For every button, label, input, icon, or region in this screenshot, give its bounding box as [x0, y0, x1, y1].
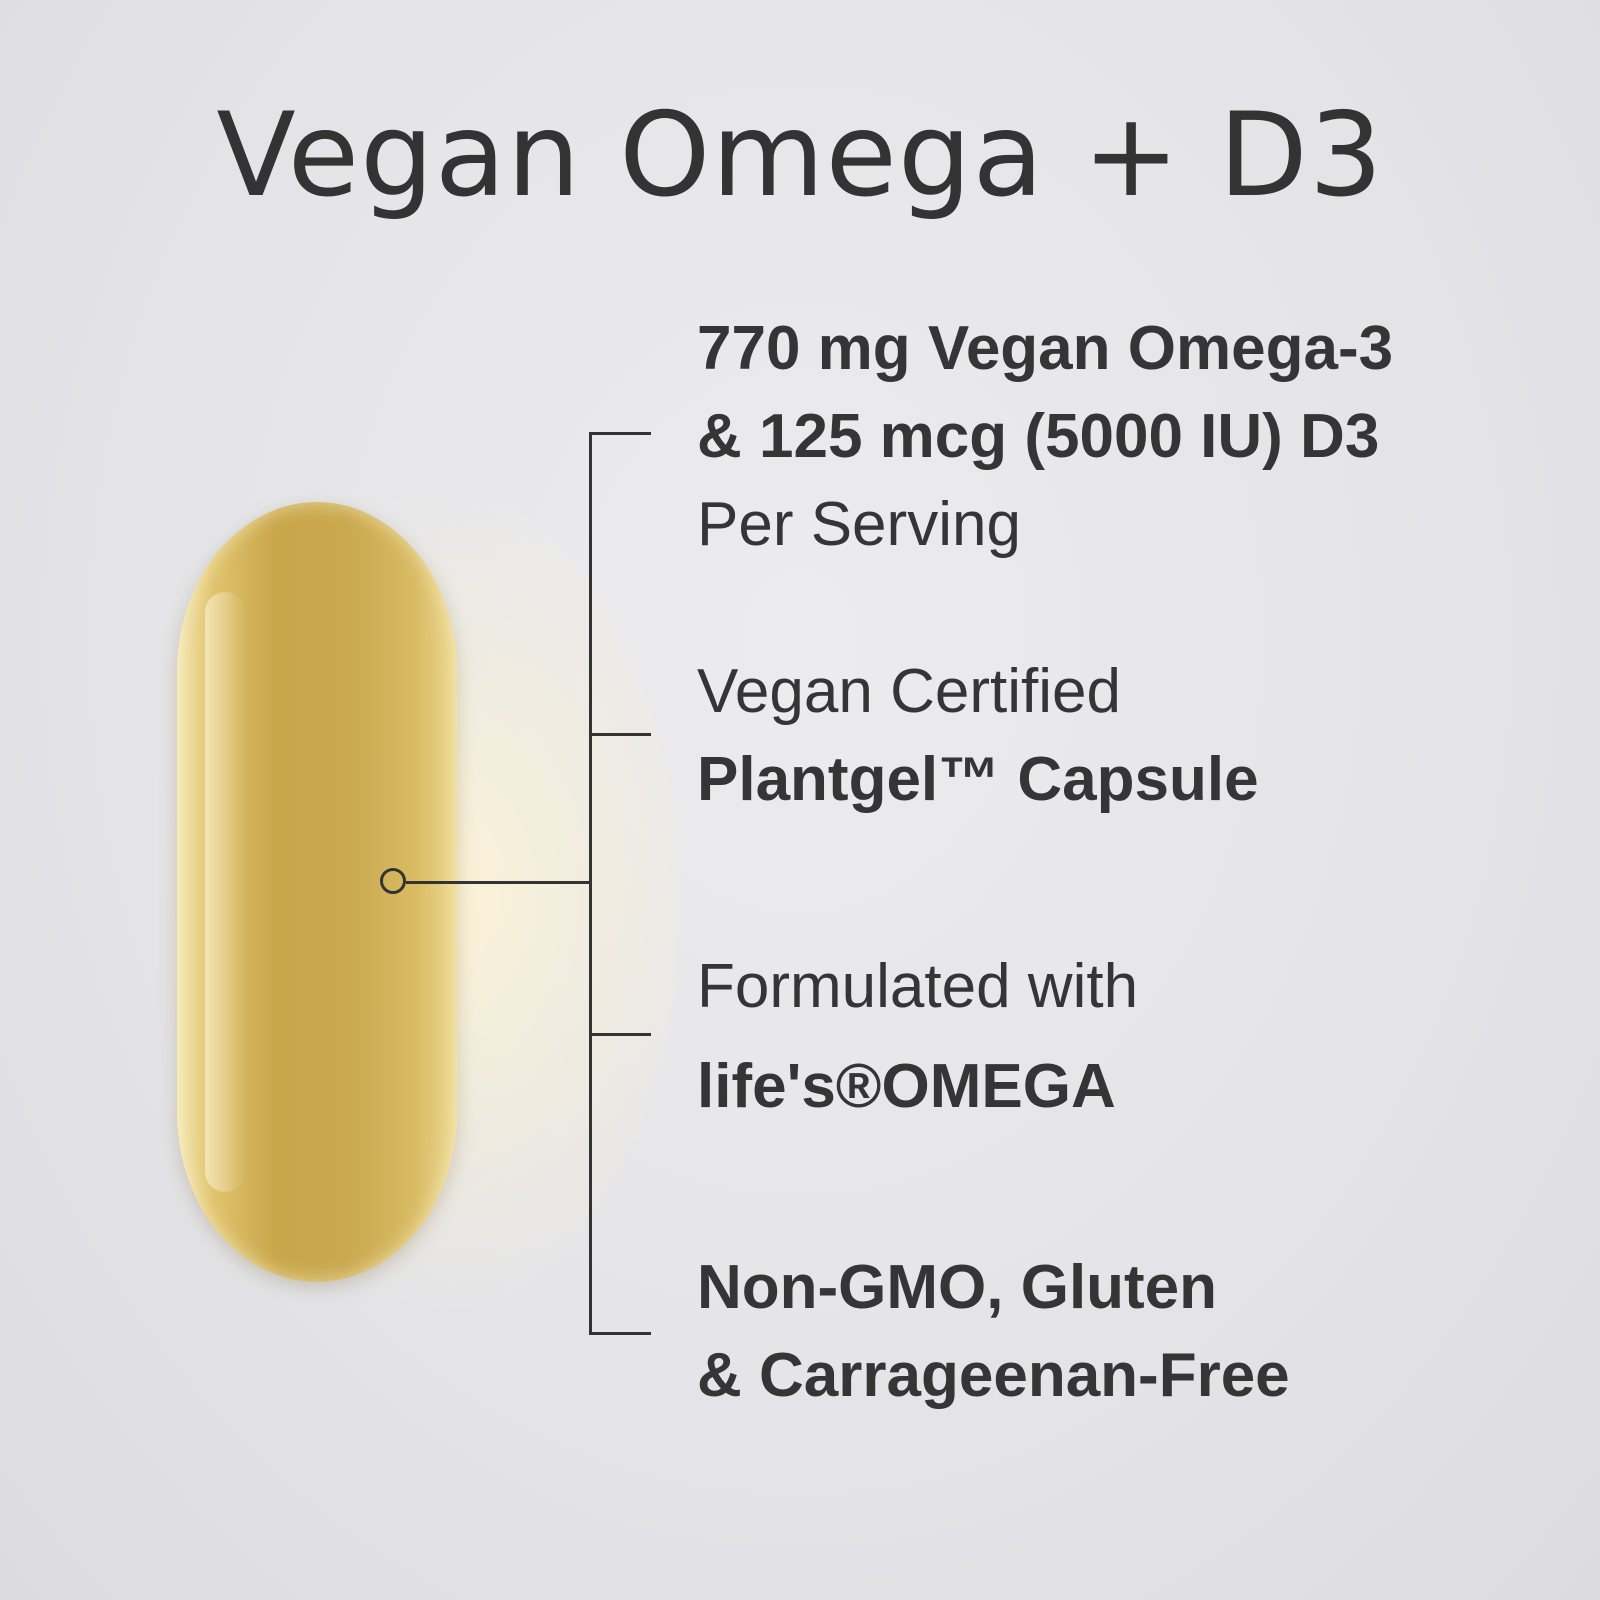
callout-connector: [406, 881, 591, 884]
feature-line: & 125 mcg (5000 IU) D3: [697, 402, 1380, 471]
feature-dosage: 770 mg Vegan Omega-3 & 125 mcg (5000 IU)…: [697, 305, 1393, 569]
feature-line: life's®OMEGA: [697, 1052, 1116, 1121]
feature-line: Per Serving: [697, 490, 1021, 559]
bracket-tick-1: [589, 432, 651, 435]
feature-formulation: Formulated with life's®OMEGA: [697, 943, 1138, 1131]
page-title: Vegan Omega + D3: [216, 88, 1384, 223]
softgel-capsule-image: [177, 502, 457, 1282]
feature-line: Non-GMO, Gluten: [697, 1253, 1218, 1322]
bracket-tick-2: [589, 733, 651, 736]
feature-free-from: Non-GMO, Gluten & Carrageenan-Free: [697, 1244, 1290, 1420]
bracket-tick-3: [589, 1033, 651, 1036]
feature-capsule: Vegan Certified Plantgel™ Capsule: [697, 648, 1259, 824]
feature-line: & Carrageenan-Free: [697, 1341, 1290, 1410]
bracket-tick-4: [589, 1332, 651, 1335]
feature-line: Plantgel™ Capsule: [697, 745, 1259, 814]
bracket-vertical: [589, 432, 592, 1335]
feature-line: 770 mg Vegan Omega-3: [697, 314, 1394, 383]
feature-line: Formulated with: [697, 952, 1139, 1021]
feature-line: Vegan Certified: [697, 657, 1121, 726]
callout-dot: [380, 868, 406, 894]
